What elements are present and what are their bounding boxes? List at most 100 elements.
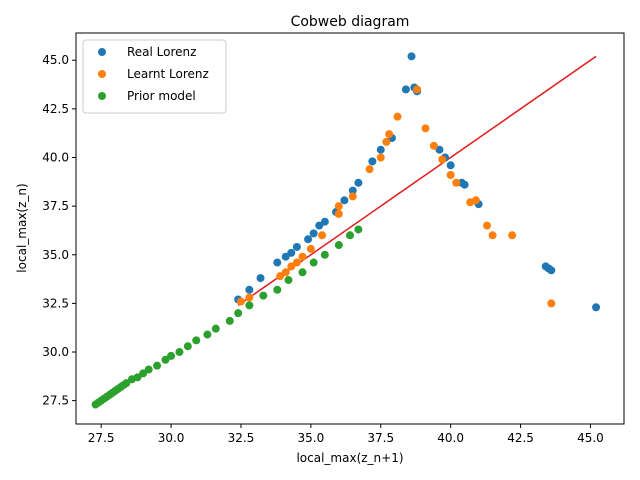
data-point [421, 124, 430, 133]
y-tick-label: 37.5 [42, 199, 69, 213]
data-point [348, 192, 357, 201]
data-point [298, 252, 307, 261]
data-point [298, 268, 307, 277]
data-point [488, 231, 497, 240]
points-layer [91, 52, 601, 409]
data-point [122, 379, 131, 388]
data-point [435, 145, 444, 154]
data-point [133, 373, 142, 382]
series-learnt-lorenz [236, 85, 556, 308]
y-tick-label: 42.5 [42, 102, 69, 116]
data-point [273, 258, 282, 267]
data-point [287, 262, 296, 271]
legend-marker [98, 92, 106, 100]
x-tick-label: 30.0 [158, 431, 185, 445]
data-point [368, 157, 377, 166]
data-point [348, 186, 357, 195]
data-point [547, 266, 556, 275]
x-tick-label: 42.5 [507, 431, 534, 445]
data-point [354, 225, 363, 234]
data-point [401, 85, 410, 94]
y-axis-ticks: 27.5 30.0 32.5 35.0 37.5 40.0 42.5 45.0 [42, 53, 76, 408]
x-tick-label: 37.5 [367, 431, 394, 445]
data-point [306, 244, 315, 253]
data-point [161, 355, 170, 364]
x-tick-label: 32.5 [228, 431, 255, 445]
data-point [446, 171, 455, 180]
data-point [334, 202, 343, 211]
series-prior-model [91, 225, 363, 409]
data-point [346, 231, 354, 240]
data-point [318, 231, 327, 240]
data-point [211, 324, 220, 333]
y-tick-label: 30.0 [42, 345, 69, 359]
y-tick-label: 32.5 [42, 296, 69, 310]
legend-box [82, 39, 227, 114]
y-tick-label: 27.5 [42, 394, 69, 408]
legend-label: Learnt Lorenz [127, 67, 209, 81]
legend-items: Real Lorenz Learnt Lorenz Prior model [98, 45, 209, 103]
data-point [276, 272, 285, 281]
data-point [284, 276, 293, 285]
data-point [309, 229, 318, 238]
data-point [592, 303, 601, 312]
legend-label: Real Lorenz [127, 45, 196, 59]
data-point [259, 291, 268, 300]
y-axis-label: local_max(z_n) [15, 183, 29, 272]
x-tick-label: 35.0 [297, 431, 324, 445]
data-point [175, 348, 184, 357]
data-point [340, 196, 349, 205]
data-point [376, 145, 385, 154]
y-tick-label: 40.0 [42, 150, 69, 164]
data-point [382, 137, 391, 146]
data-point [234, 309, 243, 318]
data-point [376, 153, 385, 162]
data-point [460, 180, 469, 189]
data-point [315, 221, 324, 230]
x-tick-label: 27.5 [88, 431, 115, 445]
legend-label: Prior model [127, 89, 196, 103]
y-tick-label: 45.0 [42, 53, 69, 67]
data-point [334, 209, 343, 218]
x-axis-label: local_max(z_n+1) [296, 451, 403, 465]
x-axis-ticks: 27.5 30.0 32.5 35.0 37.5 40.0 42.5 45.0 [88, 424, 604, 445]
legend: Real Lorenz Learnt Lorenz Prior model [82, 39, 227, 114]
data-point [281, 268, 290, 277]
data-point [139, 369, 148, 378]
legend-marker [98, 70, 106, 78]
y-tick-label: 35.0 [42, 248, 69, 262]
data-point [225, 316, 234, 325]
data-point [452, 178, 461, 187]
data-point [365, 165, 374, 174]
data-point [471, 196, 480, 205]
data-point [192, 336, 201, 345]
data-point [508, 231, 517, 240]
data-point [245, 285, 254, 294]
series-real-lorenz [234, 52, 601, 312]
data-point [245, 293, 254, 302]
data-point [354, 178, 363, 187]
data-point [407, 52, 416, 61]
data-point [273, 285, 282, 294]
data-point [429, 141, 438, 150]
data-point [236, 297, 245, 306]
data-point [320, 217, 329, 226]
data-point [245, 301, 254, 310]
data-point [334, 241, 343, 250]
data-point [483, 221, 491, 230]
data-point [183, 342, 192, 351]
data-point [281, 252, 290, 261]
x-tick-label: 40.0 [437, 431, 464, 445]
data-point [320, 250, 329, 259]
data-point [256, 274, 265, 283]
data-point [304, 235, 313, 244]
legend-marker [98, 48, 106, 56]
data-point [446, 161, 455, 170]
data-point [385, 130, 394, 139]
axes-frame [75, 32, 625, 425]
data-point [413, 85, 422, 94]
data-point [547, 299, 556, 308]
data-point [438, 155, 447, 164]
